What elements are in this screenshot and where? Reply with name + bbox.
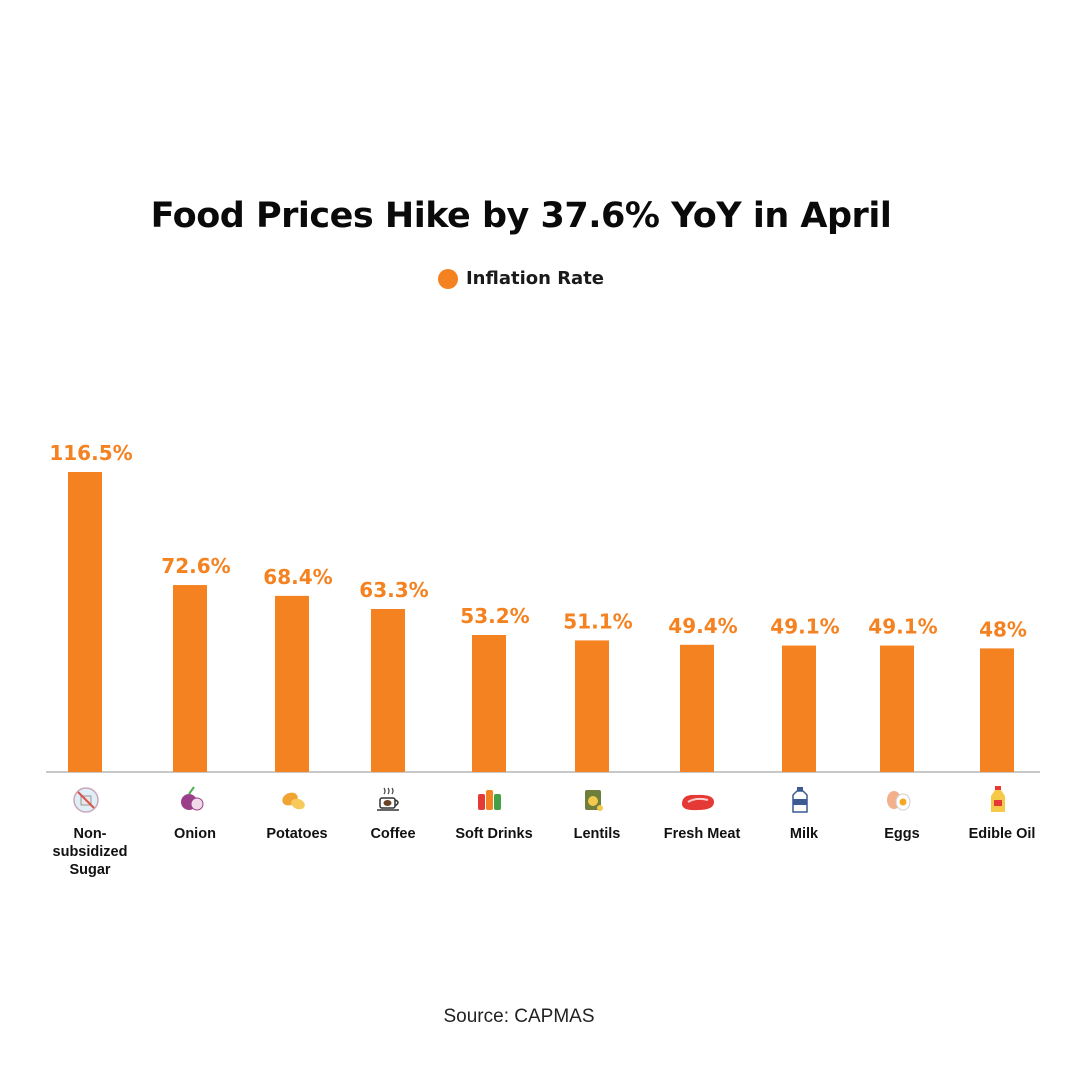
category-label: Soft Drinks: [455, 826, 532, 842]
legend: Inflation Rate: [0, 268, 1042, 289]
lentils-bag-icon: [585, 790, 603, 811]
legend-swatch: [437, 268, 458, 289]
category-label: Non-: [73, 826, 106, 842]
bar: [68, 472, 102, 772]
source-note: Source: CAPMAS: [443, 1006, 595, 1027]
onion-icon: [181, 786, 204, 811]
bar: [782, 645, 816, 772]
eggs-icon: [887, 791, 911, 811]
category-label: Coffee: [370, 826, 415, 842]
bar: [472, 635, 506, 772]
bar: [980, 648, 1014, 772]
category-label: Fresh Meat: [664, 826, 741, 842]
potato-icon: [282, 792, 305, 810]
category-label: Potatoes: [266, 826, 327, 842]
soft-drinks-icon: [478, 790, 501, 810]
data-label: 116.5%: [49, 441, 132, 465]
bar: [275, 595, 309, 772]
data-label: 49.4%: [668, 614, 737, 638]
meat-icon: [682, 794, 714, 811]
category-label: Sugar: [69, 862, 110, 878]
bar: [880, 645, 914, 772]
chart-title: Food Prices Hike by 37.6% YoY in April: [150, 196, 892, 236]
data-label: 68.4%: [263, 565, 332, 589]
bar: [575, 640, 609, 772]
coffee-cup-icon: [377, 787, 399, 811]
oil-bottle-icon: [991, 786, 1005, 812]
category-label: Eggs: [884, 826, 919, 842]
data-label: 51.1%: [563, 609, 632, 633]
bar: [371, 609, 405, 772]
category-label: Lentils: [574, 826, 621, 842]
category-label: subsidized: [53, 844, 128, 860]
data-label: 49.1%: [770, 615, 839, 639]
bar: [680, 644, 714, 772]
legend-label: Inflation Rate: [465, 268, 605, 289]
milk-bottle-icon: [792, 787, 808, 813]
data-label: 48%: [979, 617, 1027, 641]
data-label: 63.3%: [359, 578, 428, 602]
data-label: 72.6%: [161, 554, 230, 578]
data-label: 49.1%: [868, 615, 937, 639]
category-label: Edible Oil: [969, 826, 1036, 842]
category-label: Onion: [174, 826, 216, 842]
bar: [173, 585, 207, 772]
category-label: Milk: [790, 826, 819, 842]
data-label: 53.2%: [460, 604, 529, 628]
no-sugar-icon: [73, 787, 99, 813]
